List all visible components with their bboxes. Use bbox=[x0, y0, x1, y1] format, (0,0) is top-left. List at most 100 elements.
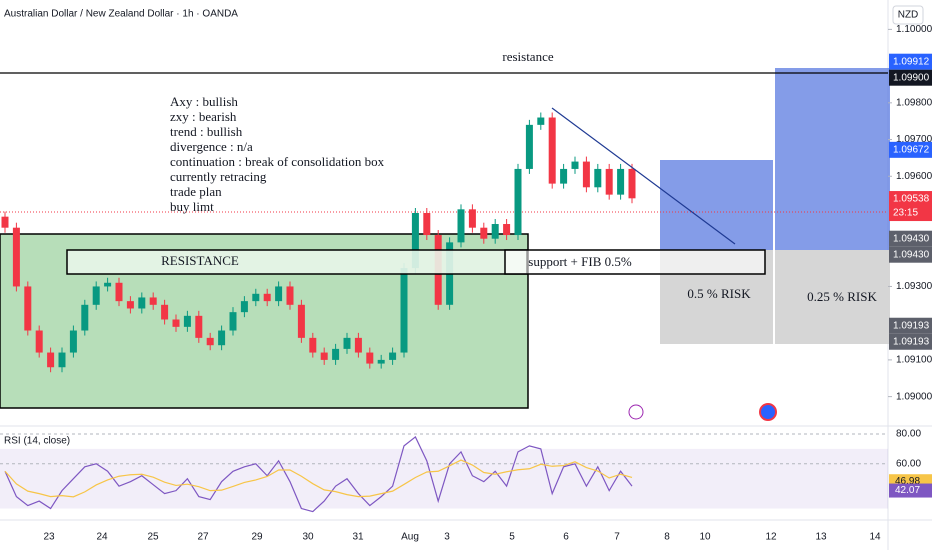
candle bbox=[195, 315, 203, 338]
candle bbox=[400, 268, 408, 353]
rsi-tick-label: 80.00 bbox=[896, 429, 921, 440]
candle bbox=[206, 337, 214, 346]
candle bbox=[411, 213, 419, 269]
candle bbox=[115, 282, 123, 302]
price-tick-label: 1.09300 bbox=[896, 281, 932, 292]
risk-label: 0.25 % RISK bbox=[807, 289, 877, 304]
support-box bbox=[504, 249, 766, 275]
candle bbox=[172, 319, 180, 327]
price-tag bbox=[889, 69, 932, 86]
price-tag-label: 1.09538 bbox=[893, 194, 930, 205]
note-line: continuation : break of consolidation bo… bbox=[170, 154, 385, 169]
candle bbox=[12, 227, 20, 287]
rsi-line bbox=[4, 436, 633, 513]
price-tick-label: 1.09800 bbox=[896, 97, 932, 108]
rsi-ma-line bbox=[4, 459, 633, 498]
candle bbox=[491, 224, 499, 239]
event-icon bbox=[759, 403, 777, 421]
candle bbox=[309, 337, 317, 353]
rsi-title: RSI (14, close) bbox=[4, 436, 70, 447]
time-label: 13 bbox=[815, 532, 827, 543]
currency-button[interactable] bbox=[892, 5, 924, 25]
candle bbox=[480, 227, 488, 239]
candle bbox=[35, 330, 43, 353]
price-tag-label: 1.09193 bbox=[893, 320, 930, 331]
candle bbox=[628, 168, 636, 199]
candle bbox=[104, 282, 112, 287]
candle bbox=[423, 213, 431, 236]
candle bbox=[514, 168, 522, 236]
note-line: currently retracing bbox=[170, 169, 267, 184]
candle bbox=[92, 286, 100, 305]
candle bbox=[252, 293, 260, 302]
note-line: buy limt bbox=[170, 199, 214, 214]
chart-title: Australian Dollar / New Zealand Dollar ·… bbox=[4, 9, 238, 20]
time-label: 6 bbox=[563, 532, 569, 543]
price-tag-label: 1.09912 bbox=[893, 56, 930, 67]
rsi-tick-label: 60.00 bbox=[896, 458, 921, 469]
candle bbox=[594, 168, 602, 188]
note-line: zxy : bearish bbox=[170, 109, 237, 124]
note-line: trend : bullish bbox=[170, 124, 243, 139]
time-label: 10 bbox=[699, 532, 711, 543]
candle bbox=[525, 124, 533, 169]
resistance-box-label: RESISTANCE bbox=[161, 253, 239, 268]
rsi-band bbox=[0, 448, 888, 509]
price-tag-time: 23:15 bbox=[893, 208, 918, 219]
candle bbox=[560, 168, 568, 184]
candle bbox=[183, 315, 191, 327]
candle bbox=[58, 352, 66, 368]
candle bbox=[126, 301, 134, 309]
support-box-label: support + FIB 0.5% bbox=[528, 254, 632, 269]
candle bbox=[161, 304, 169, 320]
candle bbox=[1, 216, 9, 228]
candle bbox=[69, 330, 77, 353]
candle bbox=[617, 168, 625, 195]
price-tag bbox=[889, 191, 932, 222]
price-tag bbox=[889, 317, 932, 334]
price-tick-label: 1.09100 bbox=[896, 355, 932, 366]
note-line: Axy : bullish bbox=[170, 94, 238, 109]
candle bbox=[218, 330, 226, 346]
price-tick-label: 1.09000 bbox=[896, 391, 932, 402]
candle bbox=[47, 352, 55, 368]
price-tag-label: 1.09672 bbox=[893, 144, 930, 155]
price-tag bbox=[889, 333, 932, 350]
candle bbox=[503, 224, 511, 236]
stop-box bbox=[775, 250, 890, 344]
candle bbox=[468, 209, 476, 228]
time-label: 25 bbox=[147, 532, 159, 543]
candle bbox=[548, 117, 556, 184]
candle bbox=[571, 161, 579, 169]
rsi-tag-label: 46.98 bbox=[895, 476, 920, 487]
time-label: 3 bbox=[444, 532, 450, 543]
time-label: 14 bbox=[869, 532, 881, 543]
price-tick-label: 1.10000 bbox=[896, 24, 932, 35]
time-label: Aug bbox=[401, 532, 419, 543]
candle bbox=[240, 301, 248, 313]
price-tag-label: 1.09430 bbox=[893, 233, 930, 244]
price-tick-label: 1.09700 bbox=[896, 134, 932, 145]
time-label: 23 bbox=[43, 532, 55, 543]
resistance-box bbox=[66, 249, 528, 275]
candle bbox=[332, 348, 340, 360]
candle bbox=[263, 293, 271, 302]
candle bbox=[320, 352, 328, 360]
candle bbox=[24, 286, 32, 331]
price-tag bbox=[889, 246, 932, 263]
candle bbox=[537, 117, 545, 125]
price-tick-label: 1.09600 bbox=[896, 171, 932, 182]
time-label: 31 bbox=[352, 532, 364, 543]
candle bbox=[366, 352, 374, 364]
candle bbox=[229, 312, 237, 331]
candle bbox=[457, 209, 465, 243]
currency[interactable]: NZD bbox=[898, 10, 919, 21]
rsi-tag bbox=[889, 483, 932, 498]
price-tag bbox=[889, 141, 932, 158]
candle bbox=[81, 304, 89, 331]
risk-label: 0.5 % RISK bbox=[687, 286, 751, 301]
candle bbox=[582, 161, 590, 188]
target-box bbox=[775, 68, 890, 250]
price-tag-label: 1.09900 bbox=[893, 72, 930, 83]
